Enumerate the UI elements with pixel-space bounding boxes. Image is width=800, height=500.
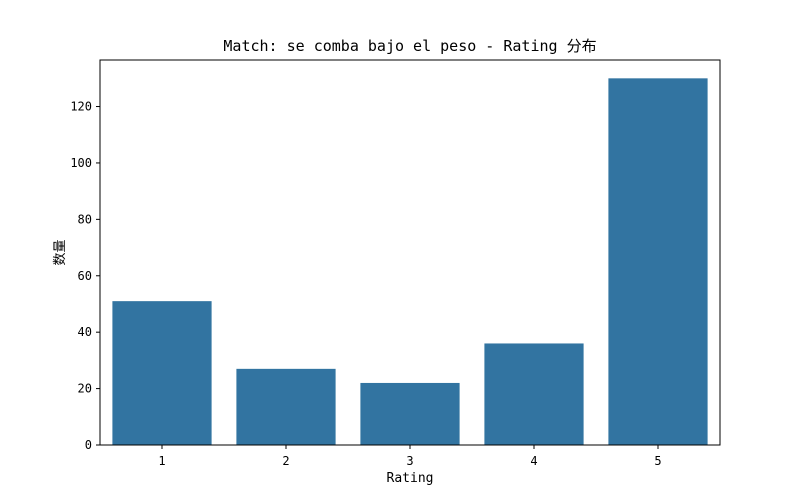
plot-frame — [99, 59, 721, 446]
x-axis-ticks: 1 2 3 4 5 — [158, 445, 662, 468]
bars-group — [112, 78, 708, 445]
y-tick-label-20: 20 — [78, 382, 92, 396]
bar-4 — [484, 343, 584, 445]
x-axis-label: Rating — [387, 471, 434, 486]
y-tick-label-80: 80 — [78, 212, 92, 226]
y-tick-label-40: 40 — [78, 325, 92, 339]
x-tick-label-2: 2 — [282, 454, 289, 468]
bar-1 — [112, 301, 212, 445]
x-tick-label-3: 3 — [406, 454, 413, 468]
bar-2 — [236, 368, 336, 445]
y-axis-ticks: 0 20 40 60 80 100 120 — [70, 100, 100, 452]
x-tick-label-4: 4 — [530, 454, 537, 468]
bar-3 — [360, 382, 460, 445]
chart-title: Match: se comba bajo el peso - Rating 分布 — [223, 37, 596, 55]
y-tick-label-120: 120 — [70, 100, 92, 114]
x-tick-label-1: 1 — [158, 454, 165, 468]
x-tick-label-5: 5 — [654, 454, 661, 468]
y-axis-label: 数量 — [53, 239, 68, 265]
bar-5 — [608, 78, 708, 445]
y-tick-label-100: 100 — [70, 156, 92, 170]
y-tick-label-0: 0 — [85, 438, 92, 452]
y-tick-label-60: 60 — [78, 269, 92, 283]
